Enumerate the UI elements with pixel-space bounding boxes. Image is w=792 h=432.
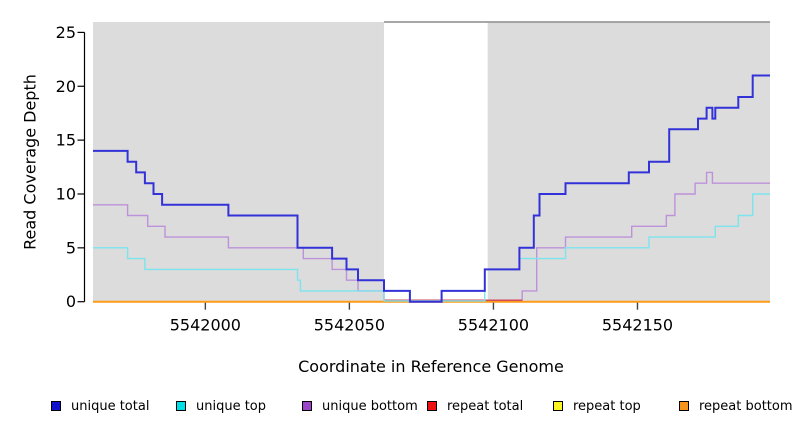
series-line-unique-total (93, 74, 770, 303)
y-tick-label: 25 (56, 23, 76, 42)
legend-label: repeat top (573, 398, 641, 414)
y-axis-label: Read Coverage Depth (20, 74, 40, 250)
legend-item-repeat-bottom: repeat bottom (679, 398, 792, 414)
legend-label: unique top (196, 398, 267, 414)
legend-label: repeat bottom (699, 398, 792, 414)
legend-label: repeat total (447, 398, 524, 414)
y-tick-label: 5 (66, 238, 76, 257)
legend-swatch-repeat-bottom (679, 401, 689, 411)
x-tick-label: 5542100 (458, 316, 529, 335)
legend-swatch-unique-bottom (302, 401, 312, 411)
legend-item-unique-total: unique total (51, 398, 150, 414)
repeat-region-band (383, 22, 488, 301)
legend-swatch-repeat-top (553, 401, 563, 411)
legend-item-unique-top: unique top (176, 398, 267, 414)
legend-label: unique bottom (322, 398, 418, 414)
legend-swatch-unique-total (51, 401, 61, 411)
legend-item-repeat-top: repeat top (553, 398, 641, 414)
legend-label: unique total (71, 398, 150, 414)
legend-swatch-unique-top (176, 401, 186, 411)
y-tick-label: 20 (56, 77, 76, 96)
y-tick-label: 15 (56, 131, 76, 150)
y-tick-label: 0 (66, 292, 76, 311)
legend-swatch-repeat-total (427, 401, 437, 411)
y-tick-label: 10 (56, 184, 76, 203)
x-axis-label: Coordinate in Reference Genome (298, 357, 564, 376)
x-tick-label: 5542050 (314, 316, 385, 335)
x-tick-label: 5542000 (170, 316, 241, 335)
legend-item-unique-bottom: unique bottom (302, 398, 418, 414)
x-tick-label: 5542150 (602, 316, 673, 335)
legend-item-repeat-total: repeat total (427, 398, 524, 414)
